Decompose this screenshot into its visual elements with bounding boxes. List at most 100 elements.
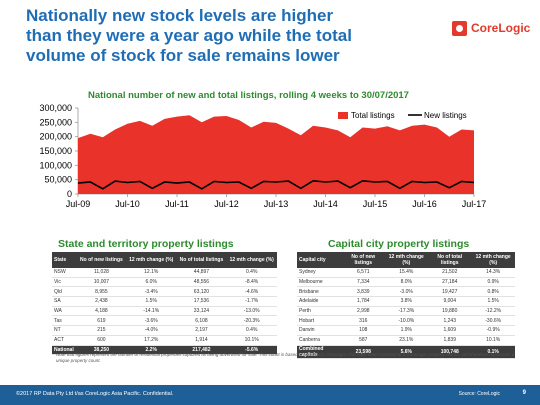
column-header: 12 mth change (%) (125, 252, 177, 268)
table-cell: 23,598 (342, 345, 385, 359)
table-header-row: Capital city No of new listings 12 mth cha… (297, 252, 515, 268)
table-cell: Sydney (297, 268, 343, 278)
table-cell: 0.1% (471, 345, 515, 359)
table-cell: 108 (342, 325, 385, 336)
y-tick-label: 200,000 (39, 132, 72, 142)
title-line-2: than they were a year ago while the tota… (26, 26, 352, 45)
listings-chart: 0 50,000 100,000 150,000 200,000 250,000 300,0… (39, 103, 487, 209)
table-cell: NSW (52, 268, 77, 278)
table-row: SA 2,438 1.5% 17,536 -1.7% (52, 296, 277, 307)
chart-series (77, 115, 475, 194)
source-text: Source: CoreLogic (458, 391, 500, 397)
table-cell: 1,784 (342, 296, 385, 307)
column-header: 12 mth change (%) (471, 252, 515, 268)
x-tick-label: Jul-13 (264, 199, 289, 209)
table-cell: 19,427 (428, 286, 472, 298)
copyright-text: ©2017 RP Data Pty Ltd t/as CoreLogic Asi… (16, 391, 174, 397)
table-cell: -13.0% (226, 306, 277, 317)
x-tick-label: Jul-17 (462, 199, 487, 209)
table-cell: -12.2% (471, 306, 515, 317)
table-cell: 587 (342, 335, 385, 346)
x-tick-label: Jul-14 (313, 199, 338, 209)
table-cell: 6,108 (176, 315, 227, 327)
table-row: NT 215 -4.0% 2,197 0.4% (52, 325, 277, 336)
footnote: Note that figures represent the number o… (56, 352, 515, 363)
table-cell: -3.0% (384, 286, 429, 298)
table-cell: Combined capitals (297, 345, 343, 359)
table-row: Adelaide 1,784 3.8% 9,004 1.5% (297, 296, 515, 307)
table-row: NSW 11,028 12.1% 44,897 0.4% (52, 268, 277, 278)
column-header: 12 mth change (%) (384, 252, 429, 268)
table-cell: 10.1% (226, 335, 277, 346)
state-table-title: State and territory property listings (58, 238, 234, 250)
table-row: Perth 2,998 -17.3% 19,880 -12.2% (297, 306, 515, 317)
new-listings-line (77, 179, 475, 190)
table-cell: Adelaide (297, 296, 343, 307)
column-header: No of new listings (342, 252, 385, 268)
city-table-title: Capital city property listings (328, 238, 470, 250)
table-cell: 6,571 (342, 268, 385, 278)
table-cell: 8,955 (76, 286, 126, 298)
table-cell: Hobart (297, 315, 343, 327)
column-header: Capital city (297, 252, 343, 268)
column-header: No of total listings (428, 252, 472, 268)
y-tick-label: 250,000 (39, 117, 72, 127)
table-total-row: Combined capitals 23,598 5.6% 100,748 0.1% (297, 345, 515, 359)
table-row: Canberra 587 23.1% 1,839 10.1% (297, 335, 515, 346)
table-cell: 100,748 (428, 345, 472, 359)
table-cell: 21,502 (428, 268, 472, 278)
table-cell: 17.2% (125, 335, 177, 346)
table-row: Melbourne 7,334 8.0% 27,184 0.9% (297, 277, 515, 288)
table-cell: 19,880 (428, 306, 472, 317)
table-row: Sydney 6,571 15.4% 21,502 14.3% (297, 268, 515, 278)
y-tick-label: 50,000 (44, 175, 72, 185)
table-cell: 600 (76, 335, 126, 346)
table-cell: 23.1% (384, 335, 429, 346)
legend-label-total: Total listings (351, 111, 395, 120)
table-cell: 7,334 (342, 277, 385, 288)
table-row: Tas 619 -3.6% 6,108 -20.3% (52, 315, 277, 327)
table-cell: Canberra (297, 335, 343, 346)
table-row: WA 4,188 -14.1% 33,124 -13.0% (52, 306, 277, 317)
table-cell: 1,914 (176, 335, 227, 346)
table-cell: 14.3% (471, 268, 515, 278)
table-cell: 1,243 (428, 315, 472, 327)
table-cell: 48,556 (176, 277, 227, 288)
y-tick-label: 100,000 (39, 160, 72, 170)
table-cell: WA (52, 306, 77, 317)
table-cell: -4.0% (125, 325, 177, 336)
table-cell: Perth (297, 306, 343, 317)
table-cell: 5.6% (384, 345, 429, 359)
x-tick-label: Jul-09 (66, 199, 91, 209)
table-cell: ACT (52, 335, 77, 346)
table-cell: -30.6% (471, 315, 515, 327)
table-cell: -3.4% (125, 286, 177, 298)
table-cell: 2.2% (125, 345, 177, 356)
corelogic-logo-icon (452, 20, 467, 36)
table-cell: 33,124 (176, 306, 227, 317)
logo-text: CoreLogic (471, 21, 531, 35)
y-tick-label: 150,000 (39, 146, 72, 156)
table-cell: -4.6% (226, 286, 277, 298)
table-row: Vic 10,007 6.0% 48,556 -8.4% (52, 277, 277, 288)
table-cell: 215 (76, 325, 126, 336)
table-cell: 8.0% (384, 277, 429, 288)
table-cell: -0.9% (471, 325, 515, 336)
table-cell: Darwin (297, 325, 343, 336)
table-cell: 1,839 (428, 335, 472, 346)
table-cell: -8.4% (226, 277, 277, 288)
table-cell: National (52, 345, 77, 356)
table-cell: 0.4% (226, 268, 277, 278)
legend-label-new: New listings (424, 111, 467, 120)
table-cell: 44,897 (176, 268, 227, 278)
table-cell: Melbourne (297, 277, 343, 288)
table-cell: 0.9% (471, 277, 515, 288)
table-cell: 27,184 (428, 277, 472, 288)
table-cell: 10.1% (471, 335, 515, 346)
table-cell: 1.9% (384, 325, 429, 336)
y-tick-label: 300,000 (39, 103, 72, 113)
table-row: Brisbane 3,839 -3.0% 19,427 0.8% (297, 286, 515, 298)
table-cell: -3.6% (125, 315, 177, 327)
table-cell: -20.3% (226, 315, 277, 327)
y-tick-label: 0 (67, 189, 72, 199)
